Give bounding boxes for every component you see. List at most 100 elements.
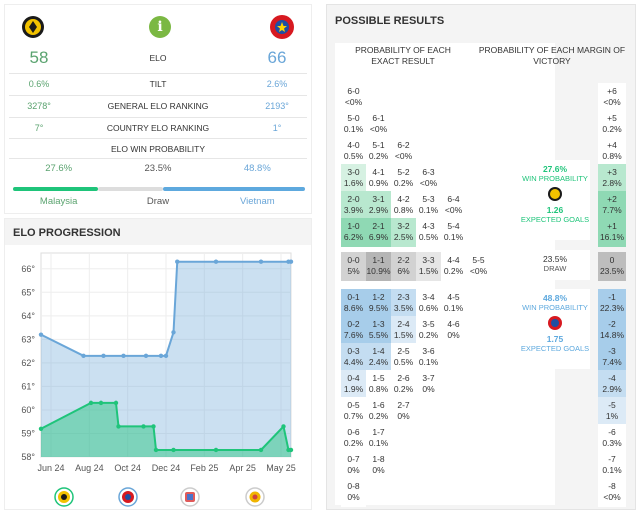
away-score-cell[interactable]: 2-6 0.2% (391, 370, 416, 399)
away-score-cell[interactable]: 2-3 3.5% (391, 289, 416, 318)
draw-margin-cell[interactable]: 0 23.5% (598, 252, 626, 281)
away-score-cell[interactable]: 0-4 1.9% (341, 370, 366, 399)
away-score-cell[interactable]: 4-6 0% (441, 316, 466, 345)
home-score-cell[interactable]: 6-3 <0% (416, 164, 441, 193)
score-prob: 0.2% (393, 384, 414, 394)
country-rank-label: COUNTRY ELO RANKING (106, 123, 210, 133)
home-margin-cell[interactable]: +2 7.7% (598, 191, 626, 220)
malaysia-legend-icon[interactable] (54, 487, 74, 507)
home-score-cell[interactable]: 5-4 0.1% (441, 218, 466, 247)
away-margin-cell[interactable]: -4 2.9% (598, 370, 626, 399)
away-score-cell[interactable]: 1-6 0.2% (366, 397, 391, 426)
away-margin-cell[interactable]: -5 1% (598, 397, 626, 426)
away-score-cell[interactable]: 1-8 0% (366, 451, 391, 480)
away-margin-cell[interactable]: -2 14.8% (598, 316, 626, 345)
y-tick-label: 63° (21, 334, 35, 344)
score-prob: 0% (397, 411, 410, 421)
home-score-cell[interactable]: 3-0 1.6% (341, 164, 366, 193)
elo-progression-panel: ELO PROGRESSION 66° 65° 64° 63° 62° 61° 60° 59°… (4, 218, 312, 510)
y-tick-label: 64° (21, 311, 35, 321)
away-score-cell[interactable]: 1-7 0.1% (366, 424, 391, 453)
away-score-cell[interactable]: 3-7 0% (416, 370, 441, 399)
malaysia-crest-icon (22, 16, 44, 38)
away-margin-cell[interactable]: -3 7.4% (598, 343, 626, 372)
home-margin-cell[interactable]: +4 0.8% (598, 137, 626, 166)
draw-score-cell[interactable]: 3-3 1.5% (416, 252, 441, 281)
series-point (121, 353, 126, 359)
margin-prob: 16.1% (599, 232, 625, 242)
home-score-cell[interactable]: 6-2 <0% (391, 137, 416, 166)
away-score-cell[interactable]: 1-5 0.8% (366, 370, 391, 399)
series-point (38, 332, 44, 337)
team4-legend-icon[interactable] (245, 487, 265, 507)
home-score-cell[interactable]: 5-1 0.2% (366, 137, 391, 166)
away-score-cell[interactable]: 2-4 1.5% (391, 316, 416, 345)
away-margin-cell[interactable]: -8 <0% (598, 478, 626, 507)
score-prob: 0.1% (443, 303, 464, 313)
away-margin-cell[interactable]: -6 0.3% (598, 424, 626, 453)
home-margin-cell[interactable]: +5 0.2% (598, 110, 626, 139)
away-win-label: WIN PROBABILITY (522, 303, 588, 312)
home-score-cell[interactable]: 2-0 3.9% (341, 191, 366, 220)
home-score-cell[interactable]: 4-3 0.5% (416, 218, 441, 247)
y-tick-label: 59° (21, 428, 35, 438)
home-score-cell[interactable]: 5-2 0.2% (391, 164, 416, 193)
away-score-cell[interactable]: 3-4 0.6% (416, 289, 441, 318)
home-margin-cell[interactable]: +1 16.1% (598, 218, 626, 247)
home-margin-cell[interactable]: +6 <0% (598, 83, 626, 112)
home-score-cell[interactable]: 5-3 0.1% (416, 191, 441, 220)
away-score-cell[interactable]: 2-5 0.5% (391, 343, 416, 372)
away-margin-cell[interactable]: -1 22.3% (598, 289, 626, 318)
score-prob: 3.9% (343, 205, 364, 215)
home-score-cell[interactable]: 4-2 0.8% (391, 191, 416, 220)
home-score-cell[interactable]: 4-1 0.9% (366, 164, 391, 193)
home-score-cell[interactable]: 6-4 <0% (441, 191, 466, 220)
away-margin-cell[interactable]: -7 0.1% (598, 451, 626, 480)
score-label: 5-1 (372, 140, 385, 150)
away-score-cell[interactable]: 0-1 8.6% (341, 289, 366, 318)
score-label: 5-0 (347, 113, 360, 123)
home-margin-cell[interactable]: +3 2.8% (598, 164, 626, 193)
x-tick-label: Oct 24 (114, 463, 141, 473)
score-prob: <0% (344, 97, 363, 107)
away-goals: 1.75 (546, 334, 564, 344)
score-label: 1-6 (372, 400, 385, 410)
away-score-cell[interactable]: 1-2 9.5% (366, 289, 391, 318)
draw-score-cell[interactable]: 1-1 10.9% (366, 252, 391, 281)
away-score-cell[interactable]: 1-4 2.4% (366, 343, 391, 372)
away-score-cell[interactable]: 0-2 7.6% (341, 316, 366, 345)
series-point (258, 447, 264, 453)
home-score-cell[interactable]: 1-0 6.2% (341, 218, 366, 247)
draw-score-cell[interactable]: 0-0 5% (341, 252, 366, 281)
team3-legend-icon[interactable] (180, 487, 200, 507)
series-point (38, 426, 44, 431)
away-score-cell[interactable]: 0-5 0.7% (341, 397, 366, 426)
home-score-cell[interactable]: 2-1 6.9% (366, 218, 391, 247)
vietnam-legend-icon[interactable] (118, 487, 138, 507)
away-win-summary: 48.8% WIN PROBABILITY 1.75 EXPECTED GOAL… (520, 289, 590, 369)
home-score-cell[interactable]: 5-0 0.1% (341, 110, 366, 139)
away-score-cell[interactable]: 3-5 0.2% (416, 316, 441, 345)
away-score-cell[interactable]: 3-6 0.1% (416, 343, 441, 372)
draw-score-cell[interactable]: 4-4 0.2% (441, 252, 466, 281)
away-score-cell[interactable]: 0-7 0% (341, 451, 366, 480)
draw-score-cell[interactable]: 5-5 <0% (466, 252, 491, 281)
score-prob: 0% (422, 384, 435, 394)
score-prob: 0.1% (443, 232, 464, 242)
away-score-cell[interactable]: 2-7 0% (391, 397, 416, 426)
away-score-cell[interactable]: 0-8 0% (341, 478, 366, 507)
draw-score-cell[interactable]: 2-2 6% (391, 252, 416, 281)
home-score-cell[interactable]: 3-2 2.5% (391, 218, 416, 247)
info-icon[interactable]: i (149, 16, 171, 38)
home-score-cell[interactable]: 3-1 2.9% (366, 191, 391, 220)
home-score-cell[interactable]: 6-1 <0% (366, 110, 391, 139)
away-score-cell[interactable]: 0-3 4.4% (341, 343, 366, 372)
home-score-cell[interactable]: 4-0 0.5% (341, 137, 366, 166)
home-win-prob: 27.6% (542, 164, 568, 174)
team-left-name[interactable]: Malaysia (39, 196, 78, 207)
away-score-cell[interactable]: 4-5 0.1% (441, 289, 466, 318)
home-score-cell[interactable]: 6-0 <0% (341, 83, 366, 112)
team-right-name[interactable]: Vietnam (239, 196, 275, 207)
away-score-cell[interactable]: 1-3 5.5% (366, 316, 391, 345)
away-score-cell[interactable]: 0-6 0.2% (341, 424, 366, 453)
